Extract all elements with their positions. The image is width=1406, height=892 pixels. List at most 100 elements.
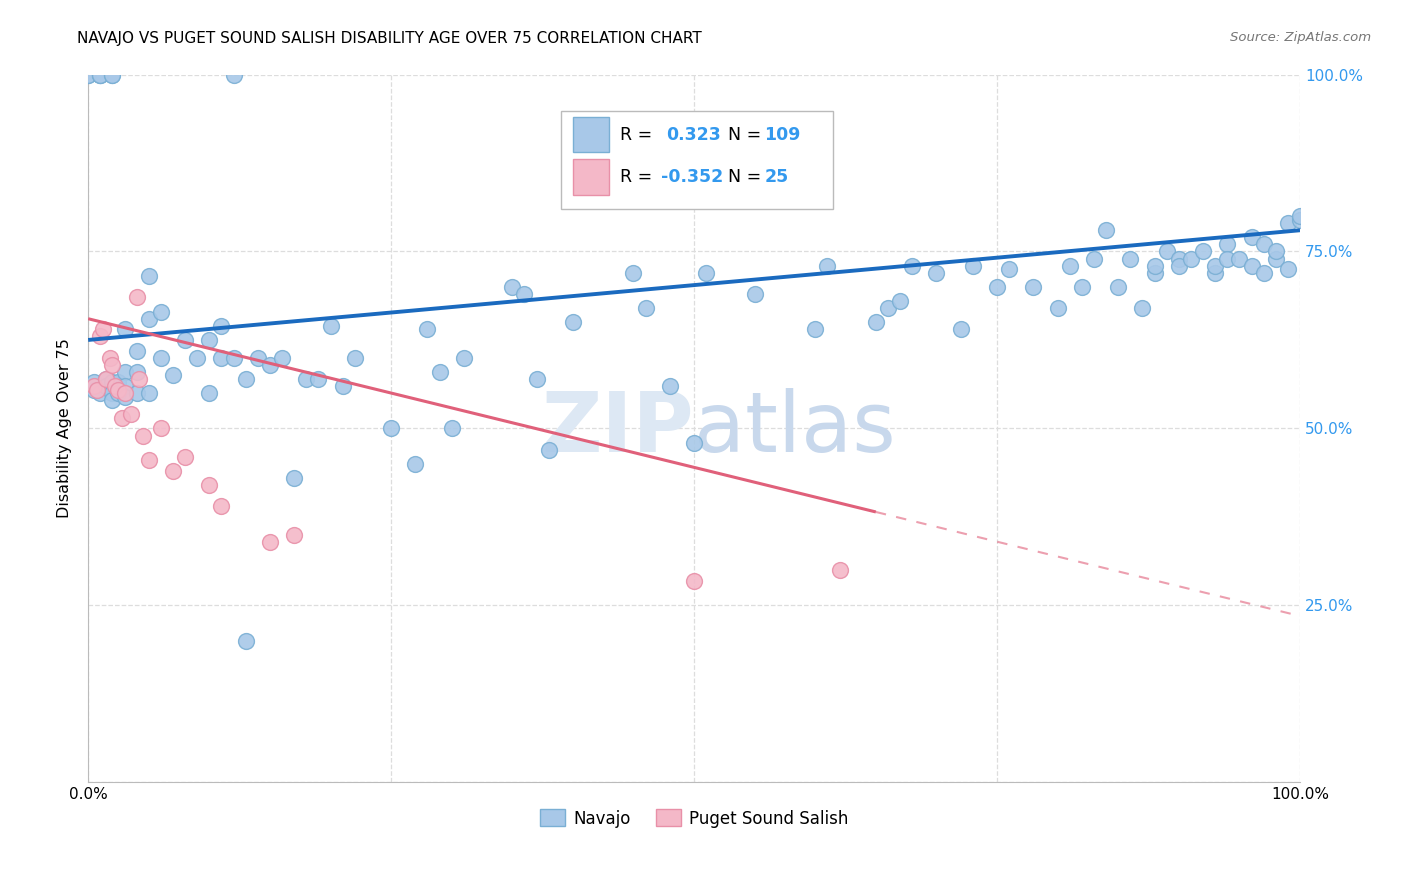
Point [1132, 301, 1154, 315]
Point [1083, 252, 1105, 266]
Point [89, 68, 111, 82]
Point [526, 372, 548, 386]
Point [114, 365, 136, 379]
Point [259, 358, 281, 372]
Point [1253, 266, 1275, 280]
Text: N =: N = [728, 169, 761, 186]
Point [77, 68, 100, 82]
Point [925, 266, 948, 280]
Point [283, 527, 305, 541]
Legend: Navajo, Puget Sound Salish: Navajo, Puget Sound Salish [533, 803, 855, 834]
Point [101, 68, 124, 82]
Point [89, 386, 111, 401]
Point [1277, 262, 1299, 277]
Point [319, 318, 342, 333]
Point [683, 574, 706, 588]
Point [561, 315, 583, 329]
Point [101, 68, 124, 82]
Point [1059, 259, 1081, 273]
Text: R =: R = [620, 126, 658, 144]
Point [259, 534, 281, 549]
Point [1264, 252, 1286, 266]
Point [86, 383, 108, 397]
Point [1229, 252, 1251, 266]
Point [211, 318, 233, 333]
Point [174, 333, 197, 347]
Point [149, 351, 172, 365]
FancyBboxPatch shape [572, 117, 609, 153]
Text: 25: 25 [765, 169, 789, 186]
Point [1216, 252, 1239, 266]
Point [83, 379, 105, 393]
Point [1046, 301, 1069, 315]
Point [149, 421, 172, 435]
Point [695, 266, 717, 280]
Point [198, 478, 221, 492]
Point [501, 280, 523, 294]
Point [101, 386, 124, 401]
Point [1216, 237, 1239, 252]
Point [744, 287, 766, 301]
Point [332, 379, 354, 393]
Point [138, 269, 160, 284]
FancyBboxPatch shape [561, 112, 834, 209]
Point [1264, 244, 1286, 259]
Point [198, 333, 221, 347]
Point [125, 343, 148, 358]
Point [1289, 212, 1312, 227]
Point [513, 287, 536, 301]
Point [1167, 259, 1189, 273]
Point [198, 386, 221, 401]
Point [986, 280, 1008, 294]
Point [83, 376, 105, 390]
Point [104, 379, 127, 393]
Point [962, 259, 984, 273]
Point [89, 68, 111, 82]
Point [1143, 259, 1166, 273]
Point [1192, 244, 1215, 259]
Point [283, 471, 305, 485]
Point [1167, 252, 1189, 266]
Point [429, 365, 451, 379]
Point [623, 266, 645, 280]
Point [114, 322, 136, 336]
Point [125, 365, 148, 379]
Point [828, 563, 851, 577]
Point [120, 407, 142, 421]
Point [1240, 230, 1263, 244]
Point [96, 372, 118, 386]
Point [1240, 259, 1263, 273]
Point [1156, 244, 1178, 259]
Text: 0.323: 0.323 [666, 126, 721, 144]
Point [1119, 252, 1142, 266]
Text: ZIP: ZIP [541, 388, 695, 469]
Point [1095, 223, 1118, 237]
Point [1277, 216, 1299, 230]
Point [404, 457, 426, 471]
Point [901, 259, 924, 273]
Point [877, 301, 900, 315]
Point [804, 322, 827, 336]
Point [815, 259, 838, 273]
Text: -0.352: -0.352 [661, 169, 724, 186]
Point [222, 68, 245, 82]
Point [295, 372, 318, 386]
Point [235, 372, 257, 386]
Point [83, 383, 105, 397]
Text: R =: R = [620, 169, 658, 186]
Point [865, 315, 887, 329]
Point [114, 390, 136, 404]
Point [96, 372, 118, 386]
Point [186, 351, 208, 365]
Point [125, 386, 148, 401]
Point [343, 351, 366, 365]
Point [111, 410, 134, 425]
Point [380, 421, 402, 435]
Point [1204, 259, 1226, 273]
Point [211, 351, 233, 365]
Point [107, 386, 129, 401]
Text: N =: N = [728, 126, 761, 144]
Point [149, 304, 172, 318]
Point [1070, 280, 1092, 294]
Point [107, 376, 129, 390]
